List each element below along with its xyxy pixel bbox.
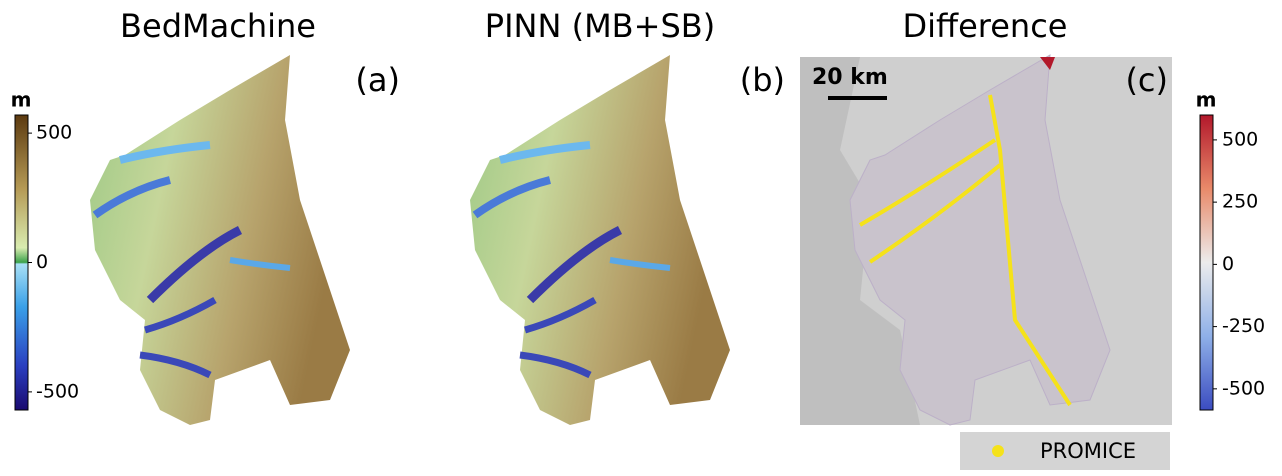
legend-marker (992, 445, 1004, 457)
promice-lines (858, 94, 1072, 407)
colorbar-unit: m (1196, 88, 1217, 112)
colorbar-tick-label: 500 (36, 122, 72, 144)
map-difference-hot (1040, 57, 1055, 70)
colorbar (14, 114, 29, 411)
map-bedmachine (90, 55, 350, 425)
colorbar-tick-label: 500 (1222, 128, 1258, 150)
colorbar-tick-label: -500 (1222, 377, 1265, 399)
panel-title: Difference (903, 7, 1068, 45)
panel-label: (c) (1125, 61, 1168, 99)
panel-title: PINN (MB+SB) (485, 7, 715, 45)
colorbar-tick-label: 0 (1222, 253, 1234, 275)
map-difference (849, 54, 1111, 426)
panel-label: (a) (355, 61, 400, 99)
scale-bar-label: 20 km (812, 65, 888, 90)
panel-title: BedMachine (120, 7, 316, 45)
map-pinn (470, 55, 730, 425)
colorbar-tick-label: -500 (36, 380, 79, 402)
colorbar-tick-label: -250 (1222, 315, 1265, 337)
legend-label: PROMICE (1040, 439, 1136, 463)
colorbar (1199, 114, 1214, 411)
colorbar-tick-label: 0 (36, 251, 48, 273)
colorbar-tick-label: 250 (1222, 191, 1258, 213)
panel-label: (b) (740, 61, 785, 99)
colorbar-unit: m (11, 88, 32, 112)
